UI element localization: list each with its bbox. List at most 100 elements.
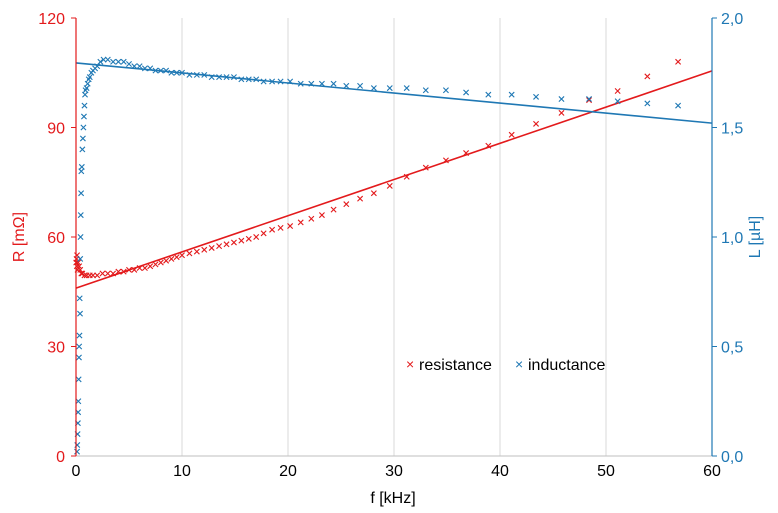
point-inductance [120, 58, 127, 65]
point-resistance [614, 88, 621, 94]
point-resistance [168, 255, 175, 262]
point-inductance [80, 124, 87, 131]
point-resistance [230, 239, 237, 246]
point-inductance [77, 310, 84, 317]
point-resistance [370, 190, 377, 197]
point-resistance [386, 182, 393, 189]
x-tick-label: 10 [173, 463, 191, 480]
point-resistance [485, 142, 492, 149]
point-resistance [297, 219, 304, 226]
point-inductance [238, 76, 245, 83]
point-inductance [83, 85, 90, 92]
point-inductance [201, 71, 208, 78]
point-inductance [74, 448, 81, 455]
point-inductance [245, 76, 252, 83]
point-inductance [442, 87, 449, 94]
point-inductance [179, 69, 185, 76]
left-y-tick-label: 0 [56, 449, 65, 466]
point-inductance [485, 91, 492, 98]
point-inductance [308, 80, 315, 87]
legend-marker-resistance: × [406, 356, 414, 372]
point-resistance [644, 73, 651, 80]
point-inductance [370, 85, 377, 92]
point-resistance [508, 131, 515, 138]
point-resistance [586, 97, 593, 104]
point-resistance [253, 234, 260, 240]
point-inductance [131, 63, 138, 70]
point-inductance [343, 82, 350, 89]
trendline-resistance [75, 70, 713, 289]
point-inductance [403, 85, 410, 92]
point-resistance [343, 201, 350, 208]
x-tick-label: 20 [279, 463, 297, 480]
point-inductance [230, 74, 237, 81]
point-resistance [126, 266, 132, 273]
point-resistance [558, 109, 565, 116]
point-inductance [141, 65, 148, 72]
point-inductance [152, 67, 159, 74]
point-inductance [110, 58, 117, 65]
point-resistance [76, 263, 83, 270]
point-resistance [216, 243, 223, 250]
point-resistance [277, 224, 284, 231]
x-tick-label: 40 [491, 463, 509, 480]
point-inductance [508, 91, 515, 98]
point-resistance [463, 150, 470, 157]
legend-label-inductance: inductance [528, 357, 605, 374]
point-inductance [97, 58, 104, 65]
point-inductance [136, 63, 143, 70]
point-resistance [179, 252, 185, 259]
point-inductance [186, 71, 193, 78]
point-inductance [157, 67, 164, 74]
right-y-axis-title: L [µH] [747, 216, 764, 258]
point-resistance [308, 215, 315, 222]
point-resistance [81, 272, 88, 279]
point-inductance [318, 80, 325, 87]
point-inductance [78, 190, 85, 197]
point-resistance [442, 157, 449, 164]
point-inductance [94, 63, 101, 70]
point-resistance [208, 244, 215, 251]
point-inductance [614, 98, 621, 105]
right-y-tick-label: 0,5 [721, 340, 743, 357]
point-inductance [104, 56, 111, 63]
point-inductance [644, 100, 651, 107]
point-resistance [104, 270, 111, 277]
point-inductance [533, 93, 540, 100]
point-inductance [260, 78, 267, 85]
left-y-tick-label: 90 [47, 121, 65, 138]
point-resistance [287, 223, 294, 230]
point-inductance [173, 69, 180, 76]
point-resistance [260, 230, 267, 237]
point-resistance [173, 254, 180, 261]
point-resistance [422, 164, 429, 171]
x-axis-title: f [kHz] [370, 490, 415, 507]
point-inductance [76, 332, 83, 339]
point-resistance [318, 212, 325, 219]
point-inductance [216, 74, 223, 81]
point-inductance [75, 354, 82, 361]
point-inductance [163, 67, 170, 74]
point-inductance [77, 255, 84, 262]
point-resistance [403, 173, 410, 180]
right-y-tick-label: 1,0 [721, 230, 743, 247]
point-resistance [223, 241, 230, 248]
point-resistance [110, 270, 117, 277]
point-inductance [253, 76, 260, 83]
point-inductance [330, 80, 337, 87]
point-inductance [147, 65, 154, 72]
point-resistance [245, 235, 252, 242]
point-resistance [533, 120, 540, 127]
point-resistance [77, 266, 84, 273]
point-inductance [115, 58, 122, 65]
legend: × resistance × inductance [406, 356, 605, 374]
point-resistance [120, 268, 127, 275]
point-resistance [675, 58, 682, 65]
point-inductance [277, 78, 284, 85]
point-inductance [558, 96, 565, 103]
point-inductance [75, 376, 82, 383]
axes [71, 17, 717, 457]
point-inductance [269, 78, 276, 85]
point-inductance [78, 163, 85, 170]
tick-labels: 0 10 20 30 40 50 60 0 30 60 90 120 0,0 0,5 1,0 1,5 2,0 [38, 11, 743, 480]
